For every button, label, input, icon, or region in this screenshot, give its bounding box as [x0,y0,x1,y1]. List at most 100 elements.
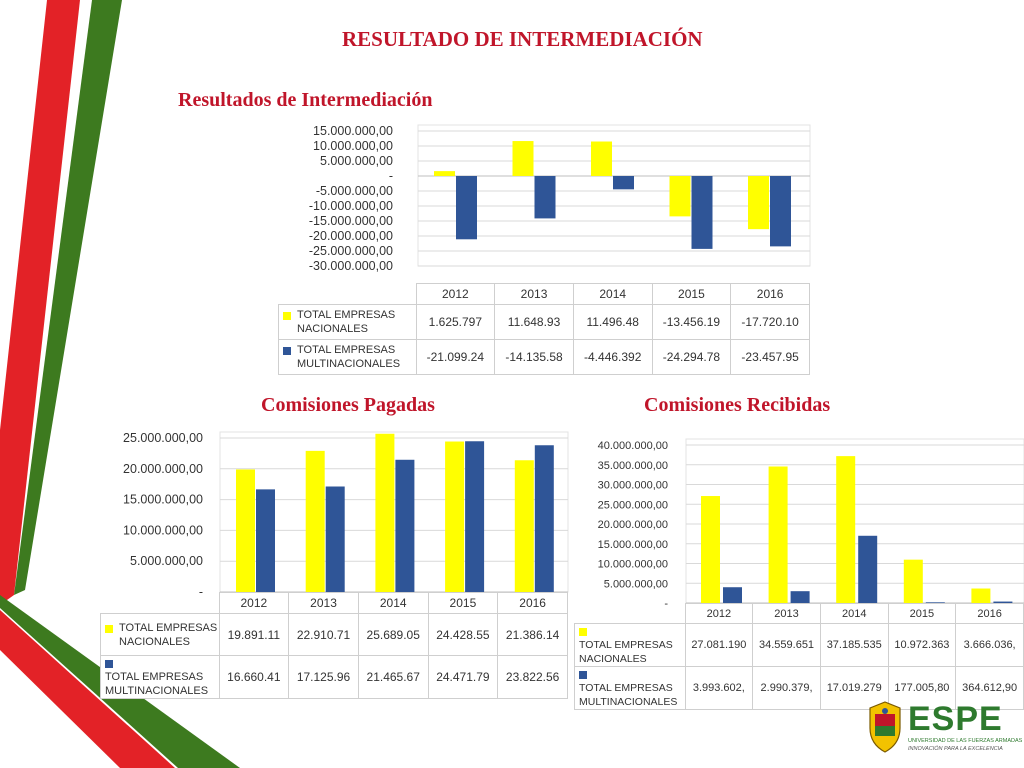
legend-label-line: MULTINACIONALES [297,358,401,370]
legend-label-line: TOTAL EMPRESAS [579,682,673,694]
legend-label-line: TOTAL EMPRESAS [119,621,218,634]
y-tick-label: 40.000.000,00 [598,440,668,452]
bar-multinacionales [770,176,791,247]
table-row: TOTAL EMPRESAS NACIONALES 27.081.190 34.5… [574,623,1024,667]
table-cell: 24.471.79 [427,655,499,699]
y-tick-label: 20.000.000,00 [123,462,203,476]
bar-multinacionales [691,176,713,249]
year-header: 2014 [357,592,429,614]
table-cell: 177.005,80 [887,666,957,710]
y-tick-label: 5.000.000,00 [130,554,203,568]
bar-multinacionales [534,176,556,219]
table-cell: 10.972.363 [887,623,957,667]
y-tick-label: 5.000.000,00 [604,578,668,590]
bar-multinacionales [325,486,345,592]
table-cell: -4.446.392 [572,339,653,375]
table-cell: -17.720.10 [730,304,810,340]
table-cell: -24.294.78 [651,339,732,375]
legend-label-line: TOTAL EMPRESAS [579,639,673,651]
slide-title: RESULTADO DE INTERMEDIACIÓN [342,27,703,51]
espe-logo: ESPE UNIVERSIDAD DE LAS FUERZAS ARMADAS … [866,700,1022,756]
chart-title-recibidas: Comisiones Recibidas [644,394,831,416]
legend-label-line: NACIONALES [579,653,647,665]
data-table-recibidas: 2012 2013 2014 2015 2016 TOTAL EMPRESAS N… [574,603,1024,710]
table-cell: 16.660.41 [218,655,290,699]
year-header: 2016 [497,592,568,614]
table-cell: -23.457.95 [730,339,810,375]
y-tick-label: 15.000.000,00 [313,124,393,138]
table-cell: 364.612,90 [955,666,1024,710]
year-header: 2013 [494,283,574,305]
chart-title-pagadas: Comisiones Pagadas [261,394,435,416]
bar-multinacionales [613,176,634,190]
y-tick-label: - [389,169,393,183]
bar-multinacionales [395,459,415,592]
bar-nacionales [669,176,691,217]
table-row: TOTAL EMPRESAS NACIONALES 19.891.11 22.91… [100,613,568,656]
chart-title-resultados: Resultados de Intermediación [178,89,433,111]
y-tick-label: 25.000.000,00 [123,431,203,445]
logo-wordmark: ESPE [908,700,1003,738]
y-tick-label: - [664,598,668,610]
legend-label-line: TOTAL EMPRESAS [297,344,396,356]
table-cell: 19.891.11 [218,613,290,656]
table-cell: 17.125.96 [288,655,359,699]
table-cell: 27.081.190 [684,623,754,667]
bar-multinacionales [858,535,878,603]
bar-nacionales [701,496,720,603]
y-tick-label: 20.000.000,00 [598,519,668,531]
bar-multinacionales [456,176,477,240]
bar-multinacionales [256,489,275,592]
y-tick-label: -30.000.000,00 [309,259,393,273]
bar-multinacionales [993,601,1013,603]
y-tick-label: -15.000.000,00 [309,214,393,228]
table-cell: 34.559.651 [752,623,821,667]
legend-swatch-yellow [579,628,587,636]
y-tick-label: -25.000.000,00 [309,244,393,258]
table-cell: 21.386.14 [497,613,568,656]
legend-label-line: TOTAL EMPRESAS [105,671,204,683]
year-header: 2012 [415,283,496,305]
y-tick-label: 10.000.000,00 [598,559,668,571]
bar-nacionales [768,466,788,603]
table-row: TOTAL EMPRESAS MULTINACIONALES 3.993.602,… [574,666,1024,710]
data-table-pagadas: 2012 2013 2014 2015 2016 TOTAL EMPRESAS N… [100,592,568,699]
bar-nacionales [434,171,455,176]
y-tick-label: 10.000.000,00 [123,523,203,537]
year-header: 2012 [684,603,754,624]
bar-nacionales [748,176,769,230]
y-tick-label: - [199,585,203,599]
y-tick-label: -20.000.000,00 [309,229,393,243]
logo-subtitle: UNIVERSIDAD DE LAS FUERZAS ARMADAS [908,738,1023,744]
year-header: 2016 [955,603,1024,624]
legend-label-line: NACIONALES [119,635,190,648]
table-cell: 25.689.05 [357,613,429,656]
table-row: TOTAL EMPRESAS MULTINACIONALES 16.660.41 … [100,655,568,699]
legend-swatch-yellow [283,312,291,320]
table-row: TOTAL EMPRESAS MULTINACIONALES -21.099.24… [278,339,810,375]
table-cell: 24.428.55 [427,613,499,656]
y-tick-label: -5.000.000,00 [316,184,393,198]
year-header: 2015 [887,603,957,624]
bar-nacionales [903,559,923,603]
table-corner [575,604,686,624]
bar-nacionales [591,141,612,176]
bar-nacionales [236,469,255,592]
legend-nacionales: TOTAL EMPRESAS NACIONALES [574,623,686,667]
table-cell: 3.993.602, [684,666,754,710]
legend-nacionales: TOTAL EMPRESAS NACIONALES [100,613,220,656]
table-cell: 22.910.71 [288,613,359,656]
data-table-resultados: 2012 2013 2014 2015 2016 TOTAL EMPRESAS N… [278,283,810,375]
y-tick-label: 10.000.000,00 [313,139,393,153]
year-header: 2014 [572,283,653,305]
table-cell: -14.135.58 [494,339,574,375]
year-header: 2013 [752,603,821,624]
bar-nacionales [305,450,325,592]
table-cell: 2.990.379, [752,666,821,710]
bar-multinacionales [790,591,810,603]
legend-swatch-blue [105,660,113,668]
legend-label-line: MULTINACIONALES [579,696,678,708]
year-header: 2012 [218,592,290,614]
green-stripe-top [14,0,122,595]
